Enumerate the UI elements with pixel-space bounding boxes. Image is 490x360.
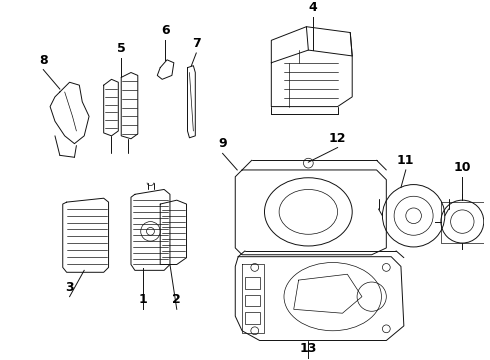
Text: 1: 1 (138, 293, 147, 306)
Text: 9: 9 (218, 138, 227, 150)
Text: 7: 7 (192, 37, 200, 50)
Text: 10: 10 (454, 161, 471, 174)
Text: 13: 13 (300, 342, 317, 355)
Text: 12: 12 (329, 132, 346, 145)
Text: 5: 5 (117, 42, 125, 55)
Text: 3: 3 (65, 281, 74, 294)
Text: 4: 4 (309, 1, 318, 14)
Text: 8: 8 (39, 54, 48, 67)
Text: 11: 11 (397, 154, 415, 167)
Bar (245, 277, 260, 289)
Bar (245, 312, 260, 324)
Text: 2: 2 (172, 293, 181, 306)
Text: 6: 6 (161, 24, 170, 37)
Bar (245, 295, 260, 306)
